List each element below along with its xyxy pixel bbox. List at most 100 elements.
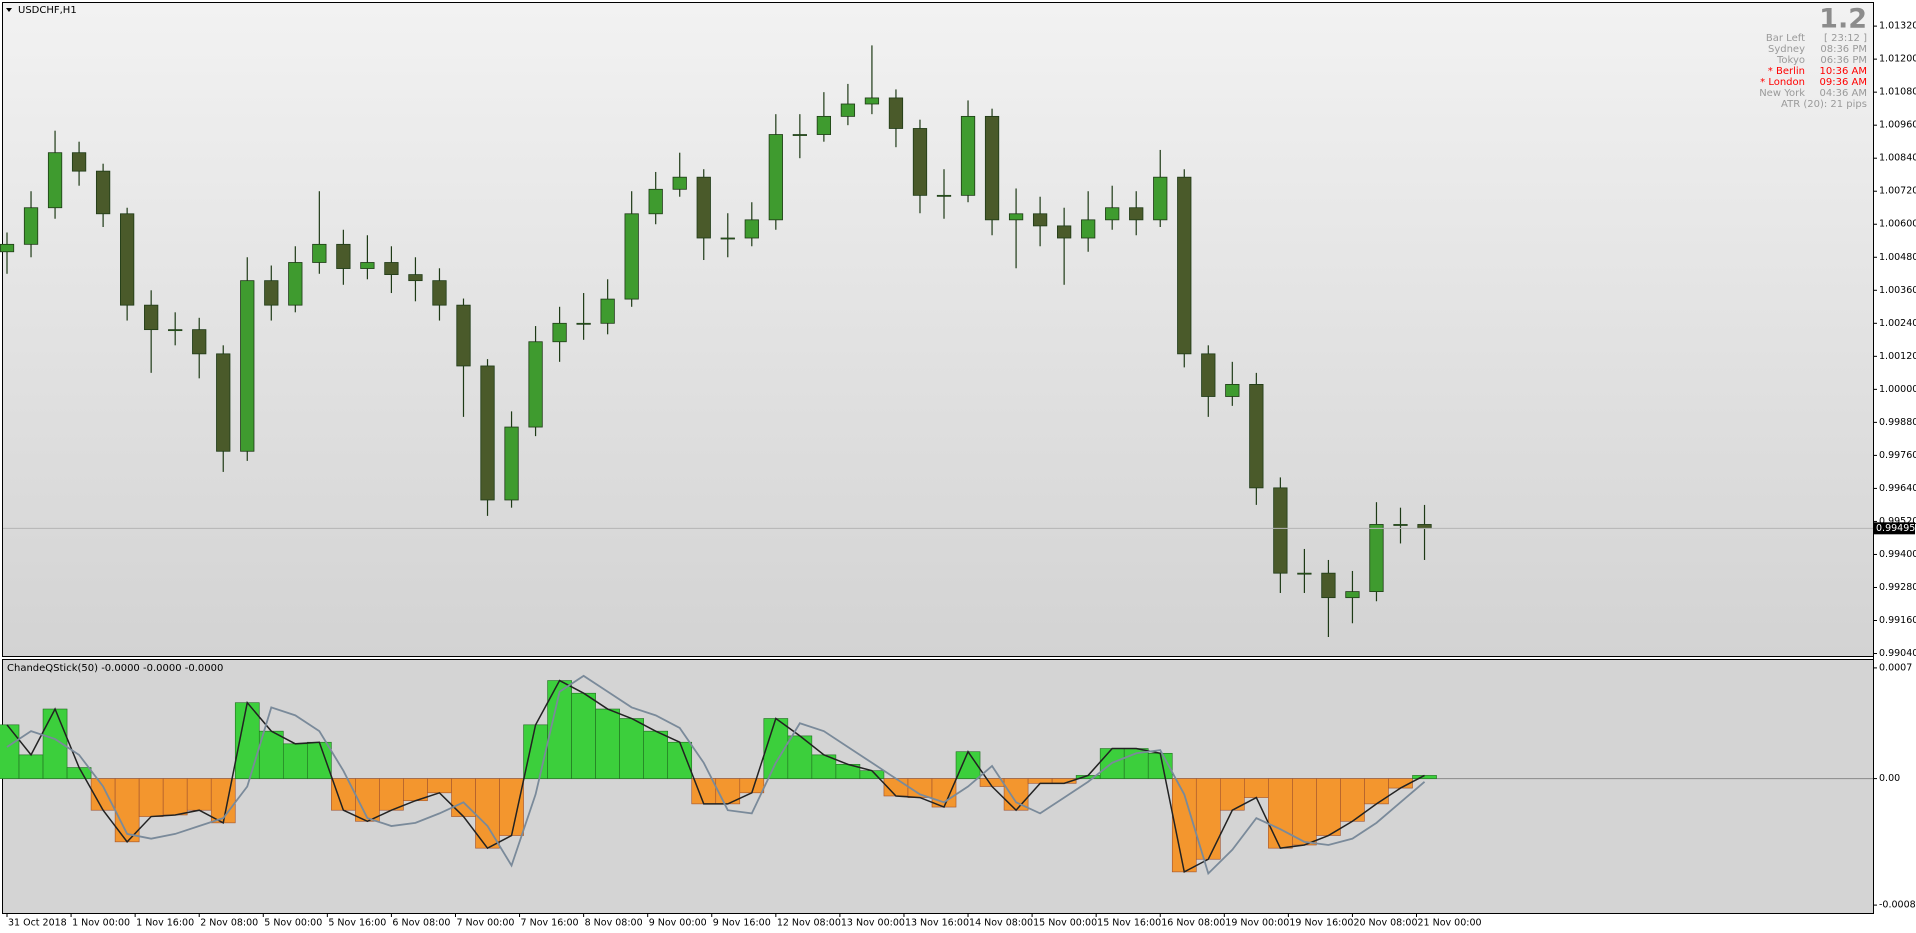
- candle-body: [1345, 591, 1360, 599]
- histogram-bar: [282, 743, 308, 779]
- histogram-bar: [1340, 778, 1365, 822]
- candle-body: [1297, 572, 1312, 575]
- candle-body: [720, 237, 735, 240]
- candle-body: [312, 243, 327, 263]
- candle-body: [168, 329, 183, 332]
- x-tick-label: 6 Nov 08:00: [392, 918, 450, 929]
- x-tick-label: 19 Nov 00:00: [1225, 918, 1289, 929]
- histogram-bar: [787, 735, 813, 779]
- candle-body: [504, 426, 519, 501]
- y-tick-label: 0.99640: [1879, 483, 1916, 494]
- y-tick-label: 0.99160: [1879, 615, 1916, 626]
- x-tick-label: 16 Nov 08:00: [1161, 918, 1225, 929]
- atr-label: ATR (20): 21 pips: [1781, 99, 1867, 110]
- candle-body: [1105, 207, 1120, 221]
- x-tick-label: 9 Nov 16:00: [713, 918, 771, 929]
- x-tick-label: 9 Nov 00:00: [649, 918, 707, 929]
- y-tick-label: 1.01080: [1879, 87, 1916, 98]
- histogram-bar: [210, 778, 236, 824]
- candle-body: [95, 170, 111, 215]
- candle-body: [1177, 176, 1192, 355]
- info-row-value: 09:36 AM: [1820, 77, 1867, 88]
- info-panel: 1.2 ATR (20): 21 pips Bar Left [ 23:12 ] S…: [1759, 4, 1867, 111]
- candle-body: [0, 243, 15, 253]
- y-tick-label: 0.00: [1879, 773, 1900, 784]
- histogram-bar: [66, 767, 92, 779]
- candle-body: [1249, 383, 1264, 489]
- histogram-bar: [595, 708, 620, 779]
- histogram-bar: [138, 778, 164, 817]
- histogram-bar: [331, 778, 356, 811]
- price-pane: [2, 2, 1874, 657]
- x-tick-label: 15 Nov 16:00: [1097, 918, 1161, 929]
- candle-body: [1129, 207, 1144, 221]
- histogram-bar: [1003, 778, 1029, 811]
- histogram-bar: [619, 718, 644, 779]
- y-tick-label: 1.00600: [1879, 219, 1916, 230]
- candle-body: [216, 353, 231, 452]
- histogram-bar: [186, 778, 212, 811]
- candle-body: [47, 152, 63, 209]
- candle-body: [1153, 176, 1168, 221]
- symbol-title: USDCHF,H1: [18, 5, 77, 16]
- version-label: 1.2: [1819, 4, 1867, 35]
- x-tick-label: 7 Nov 00:00: [456, 918, 514, 929]
- candle-body: [1369, 524, 1384, 593]
- candle-body: [1417, 524, 1432, 529]
- x-tick-label: 2 Nov 08:00: [200, 918, 258, 929]
- x-tick-label: 5 Nov 16:00: [328, 918, 386, 929]
- x-tick-label: 21 Nov 00:00: [1418, 918, 1482, 929]
- symbol-menu[interactable]: [6, 8, 12, 12]
- info-row-value: 04:36 AM: [1820, 88, 1867, 99]
- histogram-bar: [523, 724, 548, 779]
- histogram-bar: [1099, 748, 1125, 779]
- candle-body: [912, 128, 928, 196]
- candle-body: [840, 103, 856, 117]
- x-tick-label: 12 Nov 08:00: [777, 918, 841, 929]
- candle-body: [864, 97, 880, 105]
- candle-body: [120, 213, 135, 306]
- candle-body: [1081, 219, 1096, 239]
- candle-body: [1008, 213, 1024, 221]
- candle-body: [432, 280, 447, 306]
- candle-body: [1201, 353, 1216, 397]
- y-tick-label: 1.00960: [1879, 120, 1916, 131]
- y-tick-label: -0.0008: [1879, 900, 1916, 911]
- histogram-bar: [1292, 778, 1317, 846]
- candle-body: [696, 176, 711, 239]
- histogram-bar: [1147, 752, 1173, 779]
- y-tick-label: 1.00720: [1879, 186, 1916, 197]
- price-layer: 0.99040 0.99160 0.99280 0.99400 0.99520 0.996…: [0, 21, 1916, 659]
- candle-body: [384, 262, 399, 276]
- histogram-bar: [234, 702, 260, 779]
- histogram-bar: [1171, 778, 1197, 873]
- y-tick-label: 1.00240: [1879, 318, 1916, 329]
- y-tick-label: 1.00120: [1879, 351, 1916, 362]
- histogram-bar: [499, 778, 524, 836]
- candle-body: [408, 274, 423, 282]
- x-tick-label: 8 Nov 08:00: [585, 918, 643, 929]
- candle-body: [768, 134, 783, 221]
- histogram-bar: [355, 778, 380, 822]
- y-tick-label: 1.00360: [1879, 285, 1916, 296]
- candle-body: [1393, 524, 1408, 526]
- histogram-bar: [18, 754, 44, 779]
- y-tick-label: 0.99520: [1879, 516, 1916, 527]
- candle-body: [288, 262, 303, 306]
- x-tick-label: 31 Oct 2018: [8, 918, 67, 929]
- histogram-bar: [955, 751, 981, 779]
- y-tick-label: 1.01320: [1879, 21, 1916, 32]
- info-row-value: 08:36 PM: [1820, 44, 1867, 55]
- candle-body: [144, 304, 159, 331]
- y-tick-label: 0.99760: [1879, 450, 1916, 461]
- x-tick-label: 5 Nov 00:00: [264, 918, 322, 929]
- x-tick-label: 14 Nov 08:00: [969, 918, 1033, 929]
- x-tick-label: 1 Nov 16:00: [136, 918, 194, 929]
- candle-body: [264, 280, 279, 306]
- histogram-bar: [1316, 778, 1341, 836]
- candle-body: [888, 97, 904, 129]
- y-tick-label: 1.00480: [1879, 252, 1916, 263]
- candle-body: [1273, 487, 1288, 574]
- x-tick-label: 15 Nov 00:00: [1033, 918, 1097, 929]
